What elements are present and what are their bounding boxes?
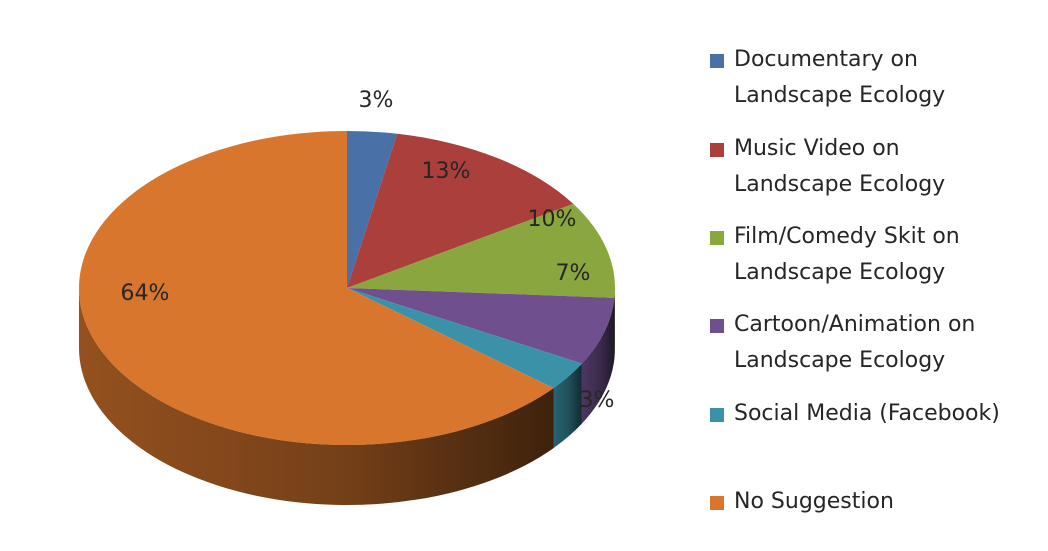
legend-label: Film/Comedy Skit on Landscape Ecology [734, 224, 960, 285]
legend-label: No Suggestion [734, 489, 894, 514]
pie-slice [347, 288, 615, 364]
pie-sides [79, 288, 615, 506]
legend-label: Documentary on Landscape Ecology [734, 47, 946, 108]
pie-slice [78, 131, 554, 445]
pie-slice-side-shade [553, 363, 582, 449]
pie-slice-side-shade [79, 288, 554, 506]
legend-swatch [710, 319, 724, 333]
pie-data-label: 10% [528, 207, 577, 232]
pie-data-label: 64% [121, 281, 170, 306]
pie-slice [347, 288, 582, 389]
pie-labels: 3% 13% 10% 7% 3% 64% [121, 88, 615, 413]
pie-tops [78, 131, 615, 445]
legend-label: Social Media (Facebook) [734, 401, 1000, 426]
pie-data-label: 3% [580, 388, 615, 413]
legend-label: Cartoon/Animation on Landscape Ecology [734, 312, 976, 373]
pie-data-label: 7% [556, 261, 591, 286]
pie-slice [347, 133, 574, 288]
pie-data-label: 3% [359, 88, 394, 113]
legend-swatch [710, 143, 724, 157]
pie-slice-side-shade [581, 297, 615, 424]
legend-swatch [710, 54, 724, 68]
legend-swatch [710, 496, 724, 510]
pie-slice [347, 203, 615, 298]
pie-data-label: 13% [422, 159, 471, 184]
pie-slice-side-shade [614, 288, 615, 358]
legend-swatch [710, 231, 724, 245]
legend-label: Music Video on Landscape Ecology [734, 136, 946, 197]
legend-swatch [710, 408, 724, 422]
pie-slice [347, 131, 398, 288]
